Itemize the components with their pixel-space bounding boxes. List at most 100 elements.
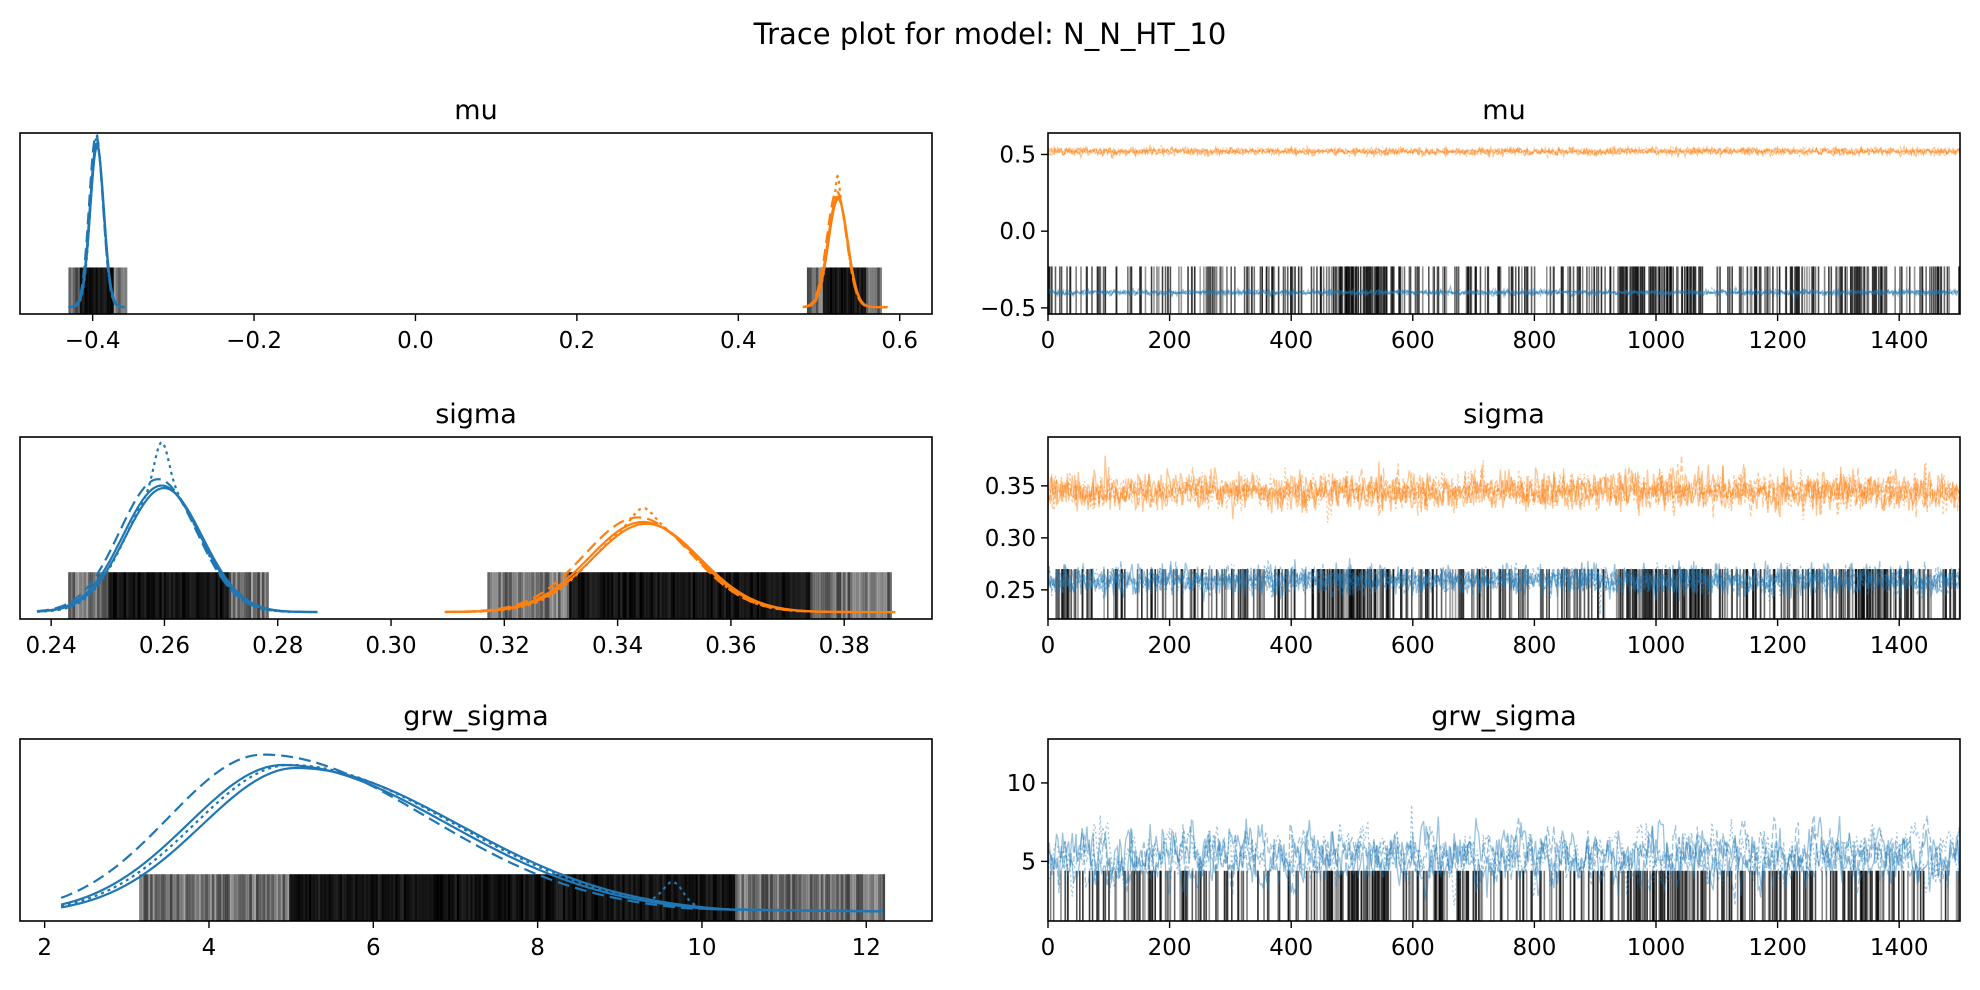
rug-mark (1695, 569, 1698, 619)
x-tick-label: 1200 (1748, 935, 1807, 961)
rug-mark (1282, 266, 1285, 314)
rug-mark (1796, 870, 1799, 921)
rug-mark (513, 572, 517, 619)
rug-mark (1403, 266, 1406, 314)
rug-mark (1683, 266, 1686, 314)
axes-frame (19, 436, 933, 620)
rug-mark (211, 874, 215, 921)
rug-mark (166, 572, 169, 619)
rug-mark (1615, 569, 1618, 619)
rug-mark (1370, 266, 1372, 314)
rug-mark (849, 572, 853, 619)
x-tick-label: 0.24 (26, 633, 77, 659)
rug-mark (1519, 569, 1522, 619)
rug-mark (1392, 569, 1395, 619)
rug-mark (1949, 569, 1952, 619)
rug-mark (1457, 266, 1460, 314)
rug-mark (1141, 569, 1143, 619)
rug-mark (774, 572, 778, 619)
rug-mark (520, 572, 523, 619)
rug-mark (1731, 569, 1733, 619)
trace-line (1048, 558, 1960, 602)
rug-mark (1331, 870, 1334, 921)
rug-mark (872, 267, 876, 314)
rug-mark (1086, 569, 1088, 619)
rug-mark (1159, 870, 1162, 921)
rug-mark (1247, 266, 1250, 314)
rug-mark (106, 267, 110, 314)
rug-mark (172, 874, 175, 921)
rug-mark (1195, 870, 1197, 921)
rug-mark (805, 572, 808, 619)
rug-mark (686, 874, 689, 921)
rug-mark (723, 874, 727, 921)
x-tick-label: 0.38 (819, 633, 870, 659)
rug-mark (1066, 870, 1069, 921)
rug-mark (770, 572, 773, 619)
rug-mark (1829, 569, 1831, 619)
x-tick-label: 1000 (1627, 328, 1686, 354)
rug-mark (1334, 870, 1336, 921)
rug-mark (297, 874, 301, 921)
rug-mark (1403, 870, 1405, 921)
rug-mark (1261, 266, 1264, 314)
rug-mark (1240, 569, 1242, 619)
rug-mark (1592, 870, 1595, 921)
rug-mark (1459, 870, 1462, 921)
rug-mark (602, 572, 605, 619)
rug-mark (1576, 266, 1578, 314)
rug-mark (644, 874, 647, 921)
rug-mark (1716, 266, 1718, 314)
rug-mark (1651, 569, 1653, 619)
rug-mark (1844, 569, 1847, 619)
rug-mark (339, 874, 343, 921)
rug-mark (1058, 266, 1061, 314)
rug-mark (218, 874, 221, 921)
rug-mark (1533, 266, 1536, 314)
rug-mark (1873, 569, 1875, 619)
rug-mark (1723, 870, 1726, 921)
rug-mark (225, 874, 228, 921)
rug-mark (664, 572, 667, 619)
rug-mark (1359, 569, 1361, 619)
rug-mark (1858, 266, 1861, 314)
rug-mark (1490, 569, 1492, 619)
rug-mark (807, 874, 811, 921)
rug-mark (1234, 266, 1236, 314)
rug-mark (115, 267, 119, 314)
rug-mark (613, 572, 616, 619)
rug-mark (257, 572, 260, 619)
rug-mark (860, 874, 864, 921)
rug-mark (1755, 569, 1757, 619)
rug-mark (1369, 266, 1371, 314)
rug-mark (851, 874, 855, 921)
rug-mark (831, 267, 835, 314)
rug-mark (1221, 569, 1223, 619)
rug-mark (1432, 266, 1434, 314)
rug-mark (1075, 870, 1078, 921)
rug-mark (863, 267, 867, 314)
rug-mark (1907, 569, 1910, 619)
rug-mark (1129, 266, 1132, 314)
rug-mark (1612, 870, 1614, 921)
rug-mark (1182, 870, 1185, 921)
rug-mark (1446, 870, 1448, 921)
x-tick-label: 0.30 (365, 633, 416, 659)
rug-mark (723, 572, 727, 619)
rug-mark (1424, 870, 1427, 921)
rug-mark (551, 572, 554, 619)
rug-mark (1773, 870, 1776, 921)
plot-area (68, 133, 888, 314)
rug-mark (558, 874, 561, 921)
rug-mark (816, 874, 819, 921)
rug-mark (1402, 870, 1405, 921)
rug-mark (1330, 266, 1333, 314)
rug-mark (1935, 266, 1937, 314)
rug-mark (492, 874, 495, 921)
rug-mark (1324, 870, 1326, 921)
rug-mark (869, 874, 872, 921)
rug-mark (706, 874, 709, 921)
rug-mark (1880, 569, 1882, 619)
rug-mark (847, 874, 850, 921)
rug-mark (734, 874, 738, 921)
